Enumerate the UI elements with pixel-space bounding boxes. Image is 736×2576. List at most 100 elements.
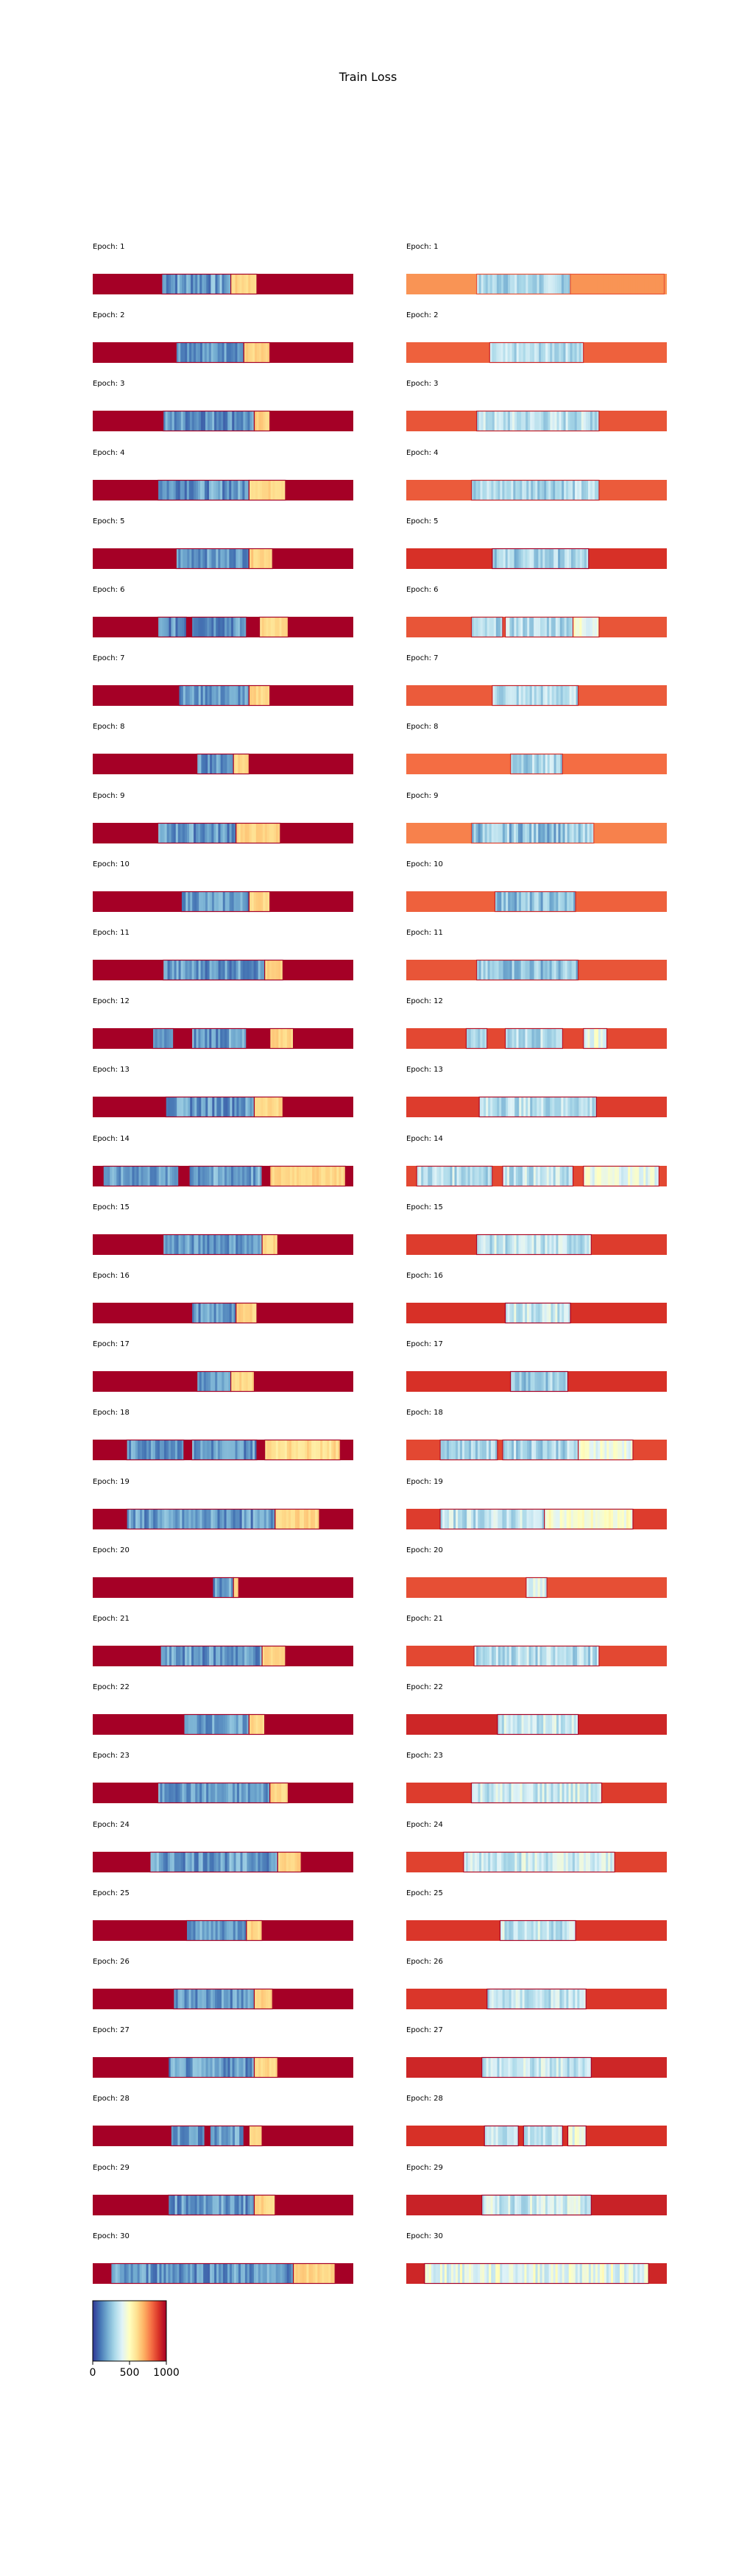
heatmap-cell (180, 549, 183, 568)
heatmap-cell (524, 1510, 527, 1529)
heatmap-cell (167, 1646, 170, 1666)
heatmap-cell (591, 824, 595, 843)
heatmap-cell (623, 1167, 626, 1186)
heatmap-cell (174, 411, 177, 431)
heatmap-cell (179, 2195, 183, 2215)
heatmap-cell (190, 1097, 193, 1117)
heatmap-cell (204, 1989, 207, 2009)
heatmap-cell (481, 1853, 484, 1872)
heatmap-cell (648, 275, 651, 294)
heatmap-cell (228, 1440, 232, 1459)
heatmap-cell (559, 1783, 562, 1802)
heatmap-cell (250, 1440, 253, 1459)
heatmap-cell (180, 1235, 183, 1254)
heatmap-cell (563, 275, 567, 294)
heatmap-cell (583, 411, 587, 431)
heatmap-cell (231, 618, 234, 637)
heatmap-cell (540, 686, 544, 705)
heatmap-cell (236, 754, 238, 774)
heatmap-cell (513, 1989, 516, 2009)
heatmap-cell (619, 1510, 623, 1529)
heatmap-cell (277, 481, 280, 500)
heatmap-cell (266, 2058, 270, 2077)
heatmap-cell (280, 2264, 283, 2283)
heatmap-cell (191, 1303, 194, 1323)
heatmap-cell (209, 1029, 212, 1048)
heatmap-cell (284, 1029, 288, 1048)
heatmap-cell (266, 618, 269, 637)
heatmap-cell (601, 275, 604, 294)
heatmap-cell (241, 1783, 244, 1802)
heatmap-cell (182, 2126, 185, 2145)
heatmap-cell (503, 411, 506, 431)
heatmap-cell (486, 2058, 489, 2077)
heatmap-cell (504, 1646, 508, 1666)
heatmap-cell (192, 892, 195, 911)
heatmap-cell (537, 1783, 540, 1802)
heatmap-cell (203, 1715, 206, 1734)
heatmap-cell (236, 1167, 238, 1186)
heatmap-cell (273, 1440, 277, 1459)
heatmap-cell (597, 1853, 600, 1872)
heatmap-cell (531, 824, 534, 843)
heatmap-cell (233, 1235, 236, 1254)
heatmap-cell (590, 275, 593, 294)
segment-outline (188, 1165, 263, 1187)
heatmap-cell (219, 1440, 223, 1459)
heatmap-cell (272, 1167, 275, 1186)
heatmap-cell (231, 1235, 234, 1254)
heatmap-cell (218, 1303, 222, 1323)
heatmap-cell (534, 411, 537, 431)
heatmap-cell (127, 1167, 130, 1186)
heatmap-cell (241, 1440, 244, 1459)
heatmap-cell (244, 1921, 247, 1940)
heatmap-cell (194, 1303, 197, 1323)
heatmap-cell (512, 1853, 515, 1872)
heatmap-cell (623, 275, 627, 294)
heatmap-cell (523, 1029, 526, 1048)
heatmap-cell (469, 2264, 472, 2283)
heatmap-cell (481, 960, 484, 980)
heatmap-cell (261, 411, 264, 431)
heatmap-cell (236, 686, 238, 705)
heatmap-cell (573, 2058, 576, 2077)
heatmap-cell (556, 343, 559, 362)
heatmap-cell (291, 1029, 294, 1048)
heatmap-cell (165, 1853, 169, 1872)
heatmap-cell (523, 754, 526, 774)
heatmap-cell (238, 1235, 241, 1254)
heatmap-cell (158, 1510, 160, 1529)
heatmap-cell (325, 1440, 328, 1459)
heatmap-cell (551, 618, 554, 637)
heatmap-cell (183, 2195, 187, 2215)
heatmap-cell (212, 411, 215, 431)
heatmap-cell (185, 411, 188, 431)
heatmap-cell (539, 481, 542, 500)
heatmap-cell (498, 1646, 501, 1666)
heatmap-cell (249, 2264, 252, 2283)
heatmap-cell (272, 1646, 275, 1666)
heatmap-cell (604, 1029, 607, 1048)
heatmap-cell (183, 960, 185, 980)
heatmap-cell (195, 1783, 198, 1802)
heatmap-cell (634, 1167, 637, 1186)
heatmap-cell (207, 1440, 210, 1459)
heatmap-cell (562, 686, 566, 705)
heatmap-cell (537, 2126, 539, 2145)
heatmap-cell (175, 618, 178, 637)
heatmap-cell (532, 1097, 535, 1117)
heatmap-cell (507, 1303, 510, 1323)
heatmap-cell (520, 1167, 523, 1186)
heatmap-cell (482, 2264, 485, 2283)
heatmap-cell (567, 960, 570, 980)
heatmap-cell (520, 343, 524, 362)
heatmap-cell (646, 2264, 649, 2283)
heatmap-cell (226, 1372, 229, 1391)
heatmap-cell (528, 1578, 531, 1597)
heatmap-cell (185, 2264, 188, 2283)
heatmap-cell (648, 1167, 651, 1186)
heatmap-cell (453, 1510, 456, 1529)
heatmap-cell (549, 824, 552, 843)
heatmap-cell (523, 1440, 526, 1459)
heatmap-cell (175, 481, 179, 500)
